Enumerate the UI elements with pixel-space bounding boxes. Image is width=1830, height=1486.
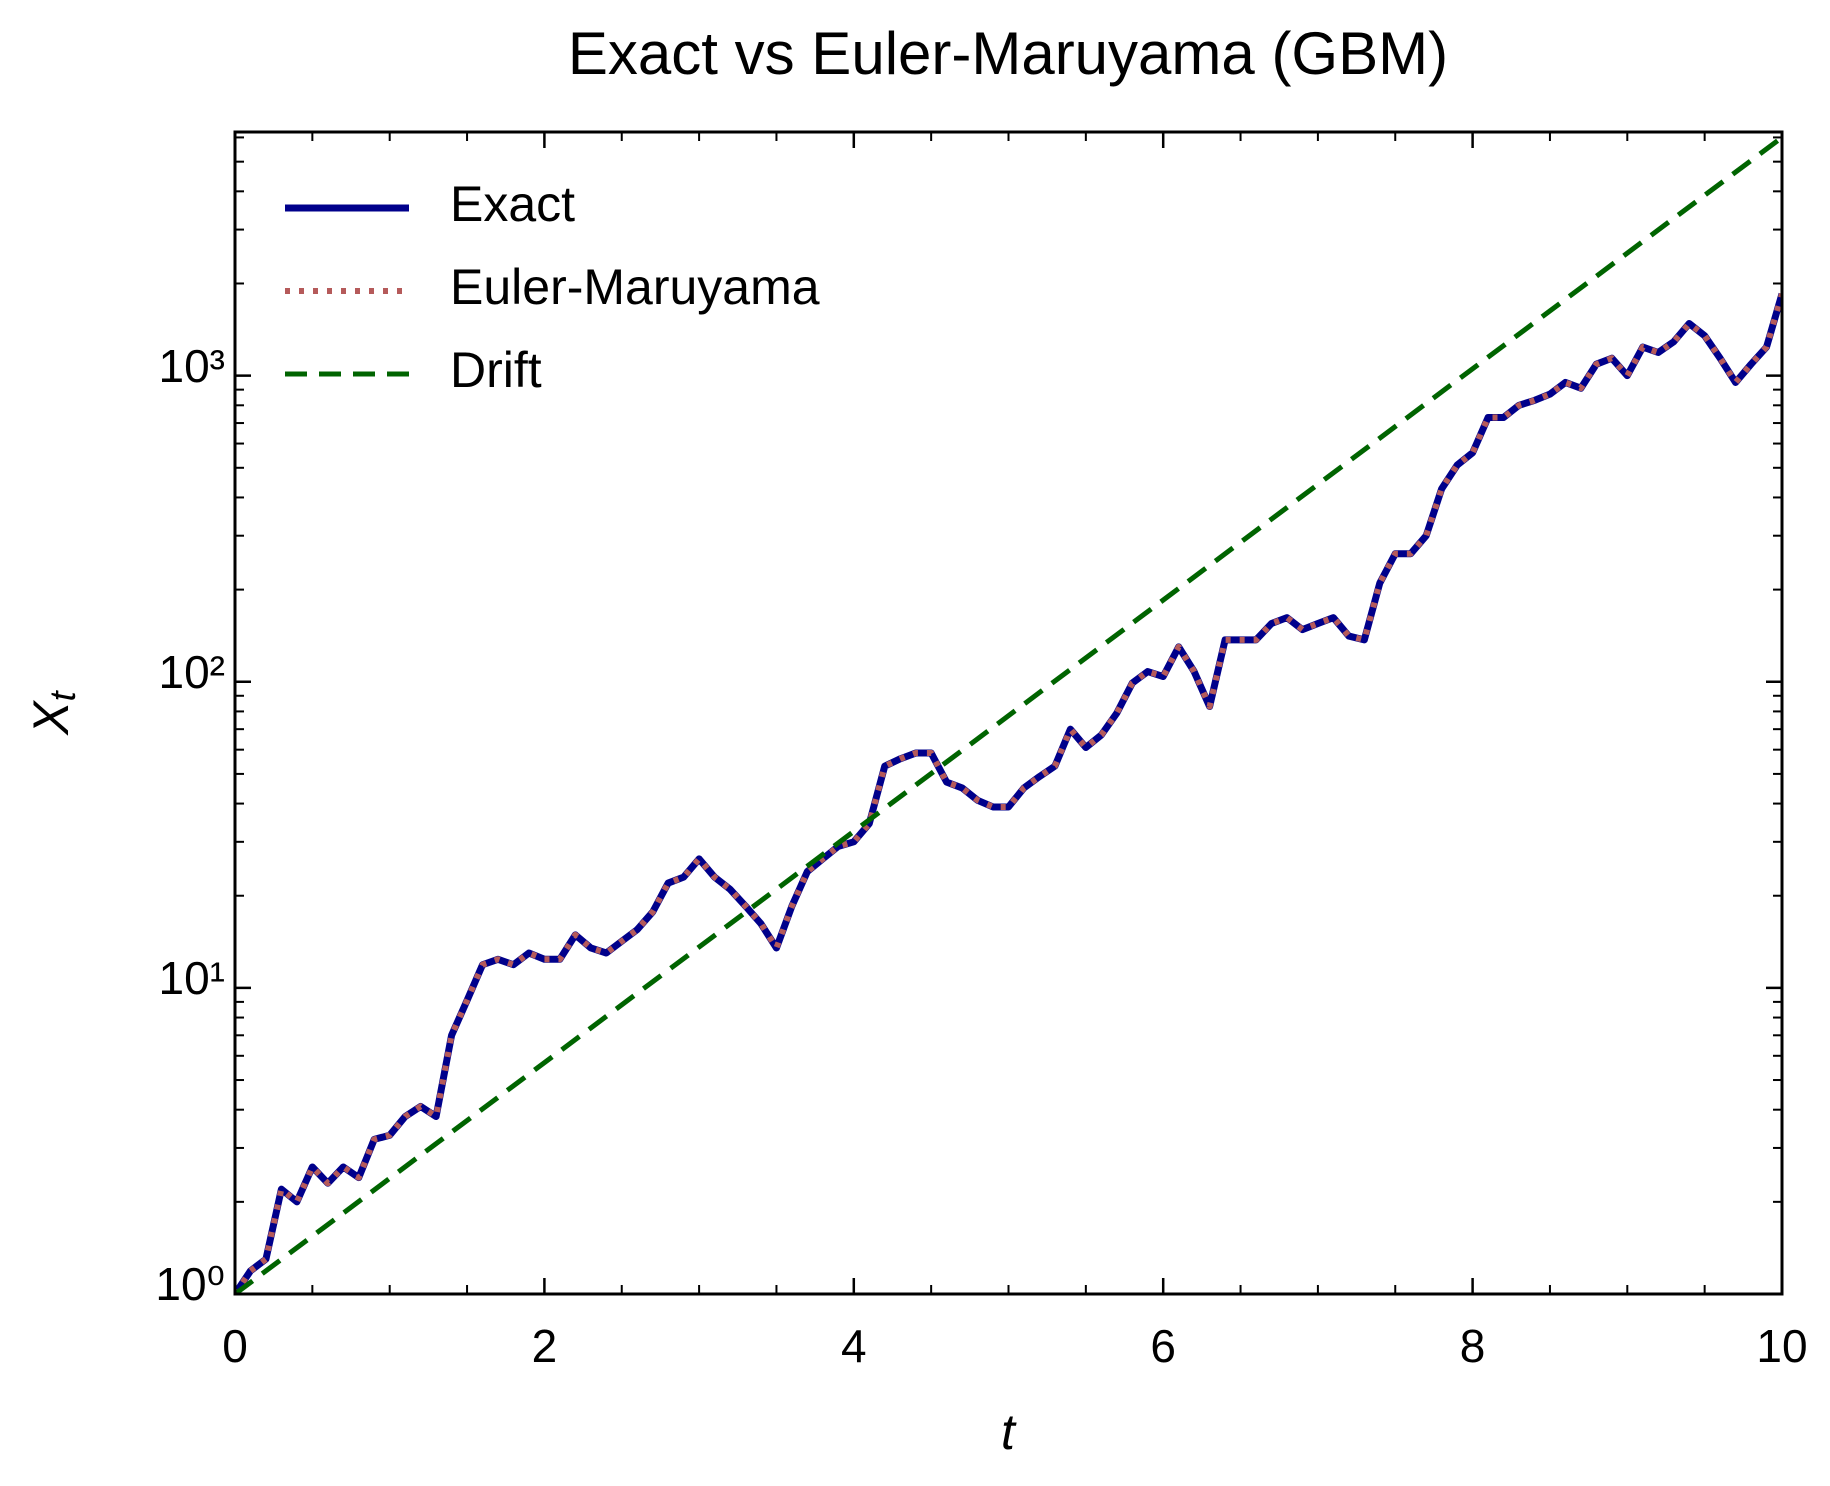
y-axis-label-base: X	[23, 700, 79, 736]
series-line	[235, 135, 1782, 1294]
x-axis-label: t	[1001, 1404, 1017, 1460]
y-tick-label: 10⁰	[155, 1258, 225, 1310]
x-tick-label: 8	[1460, 1320, 1486, 1372]
chart-title: Exact vs Euler-Maruyama (GBM)	[568, 20, 1448, 87]
y-tick-label: 10³	[159, 340, 225, 392]
legend-label: Euler-Maruyama	[450, 259, 820, 315]
x-tick-label: 0	[222, 1320, 248, 1372]
legend-label: Drift	[450, 342, 542, 398]
series-line	[235, 292, 1782, 1294]
y-tick-label: 10¹	[159, 952, 225, 1004]
x-tick-label: 10	[1756, 1320, 1807, 1372]
x-tick-label: 4	[841, 1320, 867, 1372]
y-axis-label-subscript: t	[42, 689, 83, 701]
y-tick-label: 10²	[159, 646, 225, 698]
x-tick-label: 2	[532, 1320, 558, 1372]
y-axis-label: Xt	[23, 689, 82, 735]
legend-label: Exact	[450, 176, 575, 232]
x-tick-label: 6	[1150, 1320, 1176, 1372]
